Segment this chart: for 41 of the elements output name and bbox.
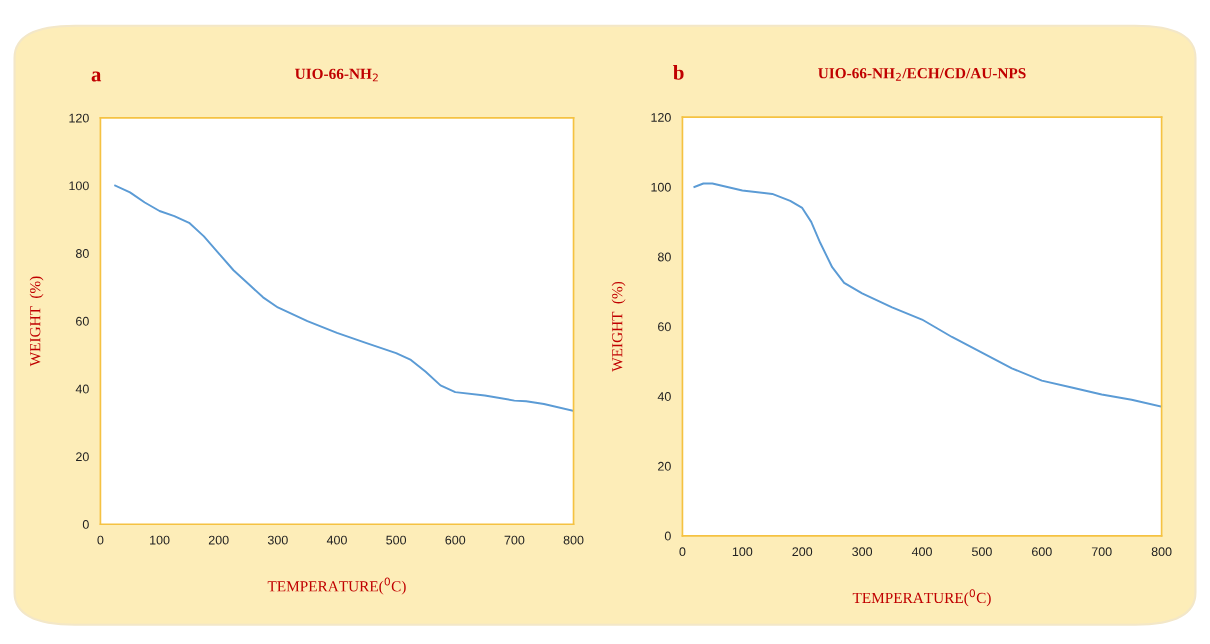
x-axis-title: TEMPERATURE($^{0}$C) xyxy=(267,577,406,595)
x-tick-label: 0 xyxy=(97,535,104,545)
x-tick-label: 200 xyxy=(792,547,813,557)
text: a xyxy=(91,71,102,82)
x-tick-label: 400 xyxy=(326,535,347,545)
y-tick-label: 100 xyxy=(69,181,89,191)
y-tick-label: 120 xyxy=(651,113,671,122)
y-tick-label: 80 xyxy=(75,249,89,258)
x-tick-label: 0 xyxy=(679,547,686,557)
y-tick-label: 20 xyxy=(658,461,671,471)
x-tick-label: 100 xyxy=(150,535,170,545)
line-series xyxy=(114,184,574,412)
x-tick-label: 700 xyxy=(504,535,525,545)
x-tick-label: 500 xyxy=(971,547,992,557)
y-axis-title: WEIGHT (%) xyxy=(29,276,44,367)
x-tick-label: 700 xyxy=(1091,547,1112,557)
y-tick-label: 40 xyxy=(75,384,89,394)
y-tick-label: 0 xyxy=(82,520,89,529)
x-tick-label: 600 xyxy=(445,535,466,545)
x-tick-label: 200 xyxy=(208,535,229,545)
y-tick-label: 40 xyxy=(657,392,671,401)
chart-title: UIO-66-NH$_{2}$ xyxy=(295,68,378,82)
y-tick-label: 60 xyxy=(658,322,671,332)
text: b xyxy=(673,65,684,80)
y-tick-label: 20 xyxy=(76,452,89,462)
x-tick-label: 600 xyxy=(1032,547,1052,557)
x-axis-title: TEMPERATURE($^{0}$C) xyxy=(852,589,991,607)
x-tick-label: 800 xyxy=(563,535,584,545)
x-tick-label: 300 xyxy=(852,547,873,557)
y-tick-label: 120 xyxy=(69,113,89,123)
y-axis-title: WEIGHT (%) xyxy=(611,281,626,372)
x-tick-label: 100 xyxy=(732,547,753,557)
x-tick-label: 300 xyxy=(267,535,288,545)
x-tick-label: 500 xyxy=(386,535,407,545)
chart-title: UIO-66-NH$_{2}$/ECH/CD/AU-NPS xyxy=(818,68,1026,81)
y-tick-label: 80 xyxy=(657,252,671,262)
x-tick-label: 400 xyxy=(911,547,932,557)
x-tick-label: 800 xyxy=(1151,547,1172,557)
line-series xyxy=(693,182,1162,408)
y-tick-label: 100 xyxy=(651,182,671,192)
y-tick-label: 60 xyxy=(76,316,89,326)
